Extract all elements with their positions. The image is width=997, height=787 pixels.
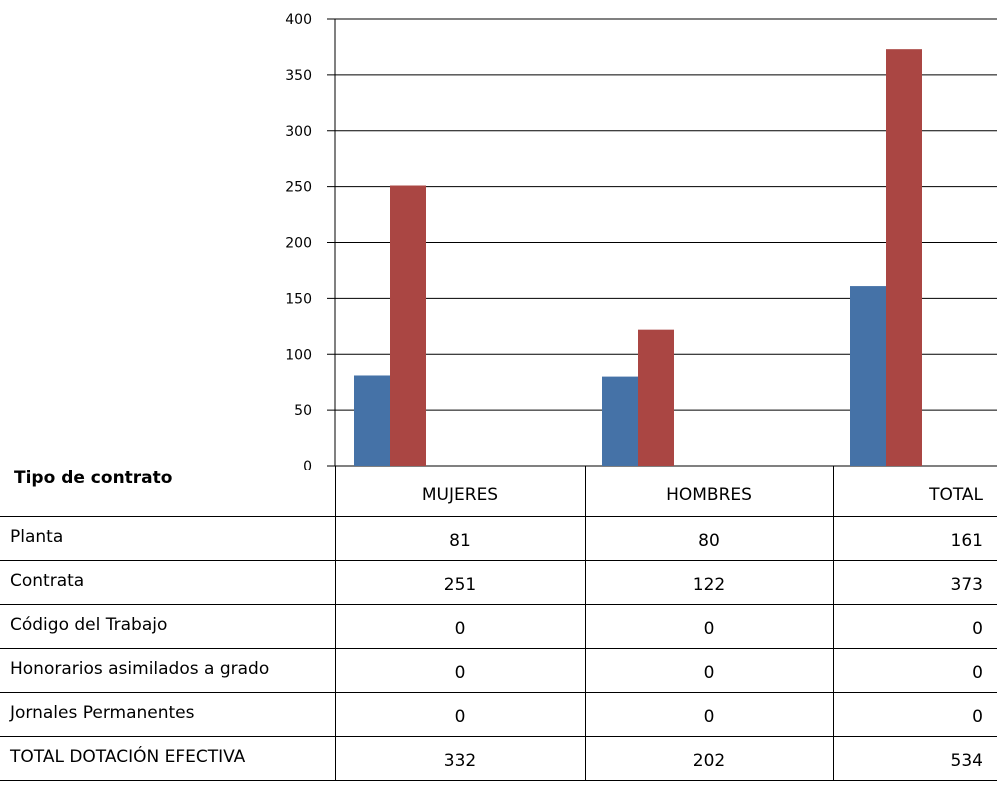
column-header-hombres: HOMBRES [585, 466, 834, 517]
row-label: Jornales Permanentes [0, 692, 336, 737]
bar-total-series-2 [886, 49, 922, 467]
table-row: Planta 81 80 161 [0, 516, 997, 561]
cell-value: 122 [585, 560, 834, 605]
column-header-total: TOTAL [833, 466, 997, 517]
row-label: Contrata [0, 560, 336, 605]
table-row: Contrata 251 122 373 [0, 560, 997, 605]
bar-hombres-series-2 [638, 329, 674, 466]
cell-value: 373 [833, 560, 997, 605]
cell-value: 0 [335, 692, 586, 737]
cell-value: 0 [585, 692, 834, 737]
table-row: TOTAL DOTACIÓN EFECTIVA 332 202 534 [0, 736, 997, 781]
y-tick-label: 250 [285, 180, 312, 196]
gridlines [327, 18, 997, 467]
table-row: Código del Trabajo 0 0 0 [0, 604, 997, 649]
cell-value: 0 [585, 604, 834, 649]
y-tick-label: 300 [285, 124, 312, 140]
y-tick-label: 350 [285, 68, 312, 84]
cell-value: 80 [585, 516, 834, 561]
table-header-row: Tipo de contrato MUJERES HOMBRES TOTAL [0, 466, 997, 517]
cell-value: 0 [335, 604, 586, 649]
y-tick-label: 100 [285, 347, 312, 363]
bars [354, 49, 922, 467]
bar-total-series-1 [850, 286, 886, 466]
cell-value: 0 [335, 648, 586, 693]
table-row: Jornales Permanentes 0 0 0 [0, 692, 997, 737]
y-tick-label: 150 [285, 291, 312, 307]
row-label: TOTAL DOTACIÓN EFECTIVA [0, 736, 336, 781]
cell-value: 202 [585, 736, 834, 781]
y-tick-label: 0 [303, 459, 312, 470]
data-table: Tipo de contrato MUJERES HOMBRES TOTAL P… [0, 466, 997, 781]
cell-value: 0 [585, 648, 834, 693]
cell-value: 161 [833, 516, 997, 561]
cell-value: 0 [833, 604, 997, 649]
row-label: Código del Trabajo [0, 604, 336, 649]
cell-value: 251 [335, 560, 586, 605]
y-tick-label: 400 [285, 12, 312, 28]
bar-mujeres-series-2 [390, 185, 426, 466]
y-tick-label: 50 [294, 403, 312, 419]
bar-chart: 0 50 100 150 200 250 300 350 400 [285, 12, 997, 470]
cell-value: 0 [833, 692, 997, 737]
cell-value: 81 [335, 516, 586, 561]
bar-hombres-series-1 [602, 376, 638, 466]
bar-mujeres-series-1 [354, 375, 390, 466]
row-label: Planta [0, 516, 336, 561]
cell-value: 534 [833, 736, 997, 781]
table-header-label: Tipo de contrato [0, 466, 336, 517]
cell-value: 332 [335, 736, 586, 781]
row-label: Honorarios asimilados a grado [0, 648, 336, 693]
table-row: Honorarios asimilados a grado 0 0 0 [0, 648, 997, 693]
column-header-mujeres: MUJERES [335, 466, 586, 517]
y-tick-label: 200 [285, 236, 312, 252]
cell-value: 0 [833, 648, 997, 693]
y-axis-ticks: 0 50 100 150 200 250 300 350 400 [285, 12, 312, 470]
